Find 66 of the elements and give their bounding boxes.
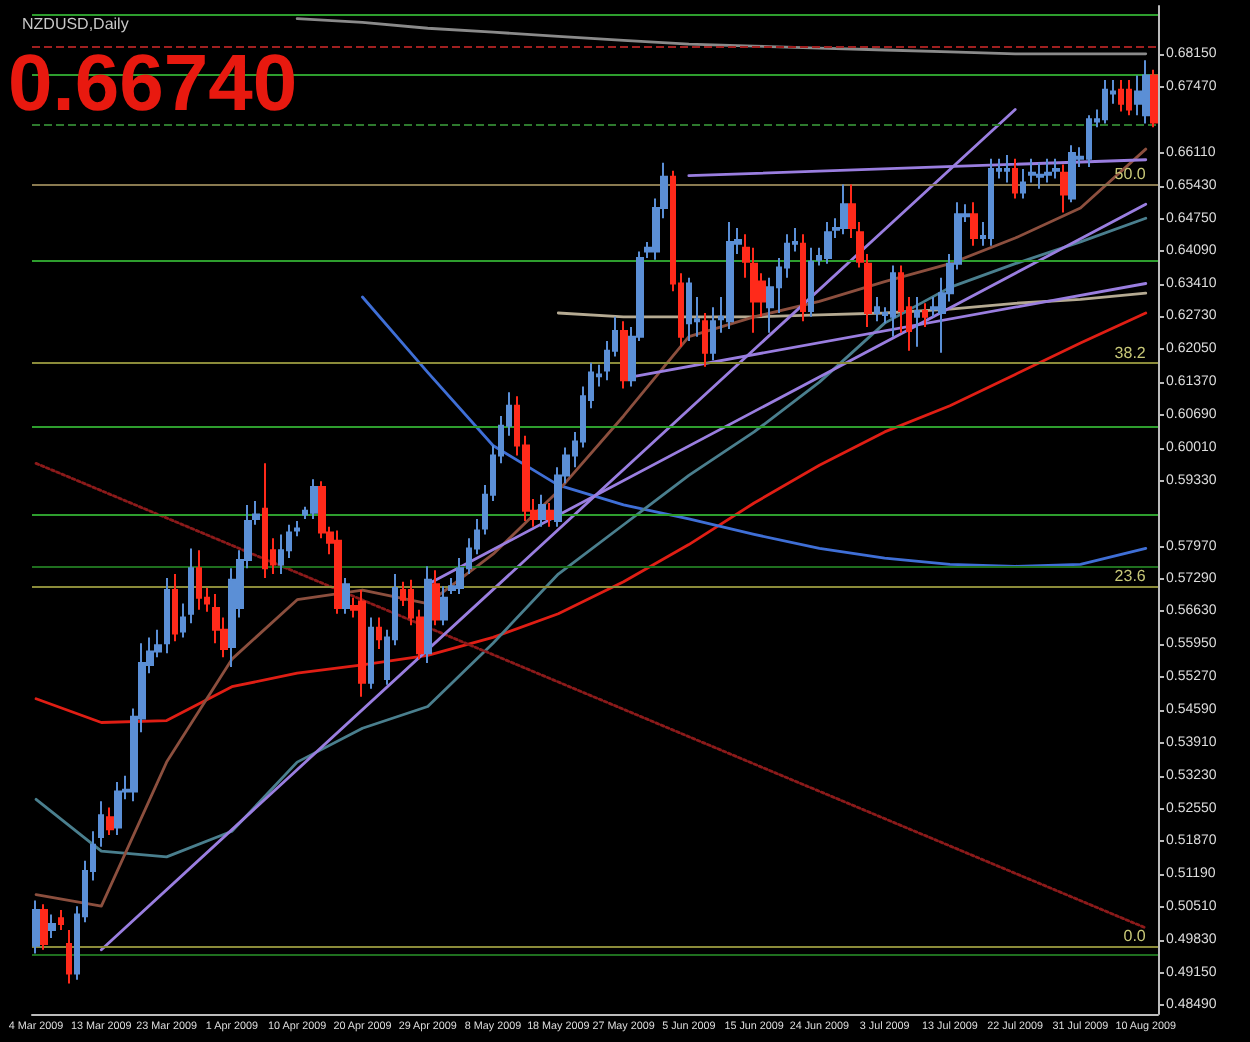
candlestick xyxy=(262,462,268,579)
candlestick xyxy=(1044,157,1052,184)
text: NZDUSD,Daily xyxy=(22,15,129,33)
candlestick xyxy=(840,183,848,236)
candlestick xyxy=(40,903,48,951)
candlestick xyxy=(1004,153,1010,184)
candlestick xyxy=(164,576,170,655)
candlestick xyxy=(1118,78,1124,113)
candlestick xyxy=(440,585,448,627)
candlestick xyxy=(334,529,342,615)
candlestick xyxy=(196,549,202,611)
candlestick xyxy=(800,233,806,323)
candlestick xyxy=(1102,78,1108,125)
candlestick xyxy=(188,547,194,625)
candlestick xyxy=(32,899,40,955)
line-series xyxy=(295,17,1148,56)
annotation: 0.0 xyxy=(1123,926,1147,945)
candlestick xyxy=(710,306,716,362)
candlestick xyxy=(180,602,186,639)
candlestick xyxy=(432,569,440,627)
candlestick xyxy=(824,221,832,265)
line-series xyxy=(556,291,1148,319)
candlestick xyxy=(620,320,628,390)
candlestick xyxy=(808,246,814,318)
line-series xyxy=(34,311,1148,724)
candlestick xyxy=(424,565,432,665)
candlestick xyxy=(376,616,382,650)
candlestick xyxy=(1028,157,1036,184)
candlestick xyxy=(1126,78,1132,117)
candlestick xyxy=(546,501,554,528)
candlestick xyxy=(48,913,56,940)
candlestick xyxy=(1150,68,1158,129)
candlestick xyxy=(686,276,692,343)
annotation: 38.2 xyxy=(1114,343,1147,362)
candlestick xyxy=(1142,59,1150,125)
candlestick xyxy=(1012,157,1018,200)
candlestick xyxy=(1060,163,1068,214)
annotation: 50.0 xyxy=(1114,165,1147,184)
candlestick xyxy=(98,800,104,848)
candlestick xyxy=(890,264,896,338)
candlestick xyxy=(106,806,114,837)
line-series xyxy=(34,216,1148,859)
annotation: 23.6 xyxy=(1114,567,1147,586)
candlestick xyxy=(1068,144,1076,204)
candlestick xyxy=(1052,157,1060,180)
line-series xyxy=(34,147,1148,908)
candlestick xyxy=(368,616,374,690)
candlestick xyxy=(310,478,318,520)
candlestick xyxy=(278,533,284,576)
line-series xyxy=(361,295,1148,568)
candlestick xyxy=(874,296,880,323)
candlestick xyxy=(970,201,978,247)
candlestick xyxy=(726,221,734,330)
candlestick xyxy=(358,589,366,698)
candlestick xyxy=(114,780,122,837)
candlestick xyxy=(914,296,920,348)
candlestick xyxy=(172,573,178,643)
candlestick xyxy=(922,302,928,329)
candlestick xyxy=(988,157,994,247)
candlestick xyxy=(1020,167,1026,200)
candlestick xyxy=(538,493,546,528)
candlestick xyxy=(1036,161,1044,190)
candlestick xyxy=(58,909,64,931)
candlestick xyxy=(342,576,350,615)
candlestick xyxy=(66,928,72,985)
candlestick xyxy=(702,311,708,368)
